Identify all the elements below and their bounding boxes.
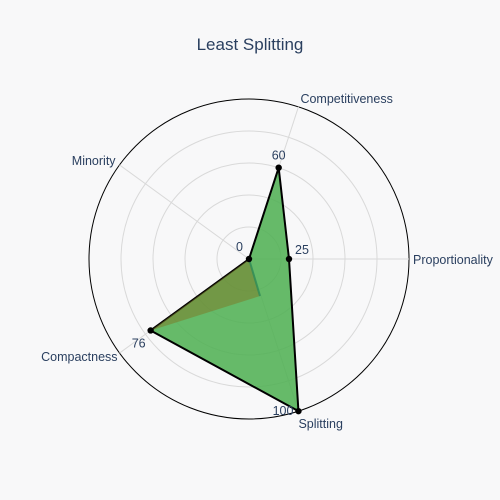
axis-label-splitting: Splitting <box>298 417 343 431</box>
marker-proportionality <box>285 255 293 263</box>
marker-compactness <box>147 327 154 334</box>
marker-splitting <box>295 407 302 415</box>
radar-series <box>147 164 302 415</box>
axis-label-compactness: Compactness <box>41 350 117 364</box>
radar-axis-labels: Proportionality Competitiveness Minority Co… <box>41 92 494 431</box>
axis-label-competitiveness: Competitiveness <box>300 92 392 106</box>
axis-label-proportionality: Proportionality <box>413 253 494 267</box>
value-label-splitting: 100 <box>273 404 294 418</box>
spoke-minority <box>119 164 250 260</box>
inner-overlay-edge <box>248 258 261 297</box>
marker-minority <box>245 255 253 263</box>
value-label-competitiveness: 60 <box>272 149 286 163</box>
value-label-compactness: 76 <box>132 336 146 350</box>
chart-title: Least Splitting <box>197 35 304 54</box>
inner-overlay <box>150 259 260 331</box>
value-label-proportionality: 25 <box>295 243 309 257</box>
radar-value-labels: 25 60 0 76 100 <box>132 149 309 418</box>
marker-competitiveness <box>275 164 282 171</box>
axis-label-minority: Minority <box>72 154 117 168</box>
value-label-minority: 0 <box>236 240 243 254</box>
